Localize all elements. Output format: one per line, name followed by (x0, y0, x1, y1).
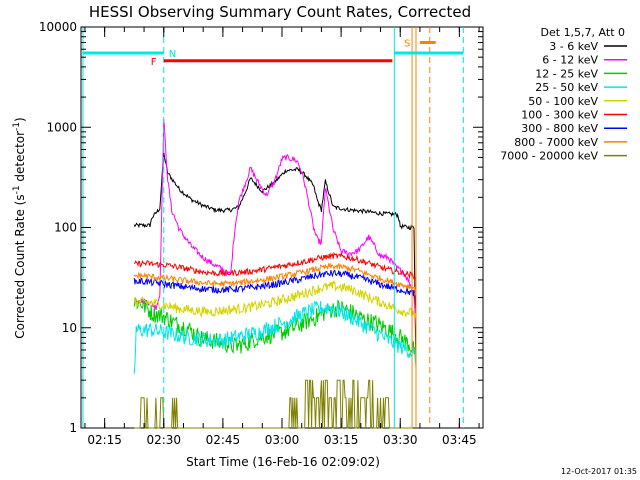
x-tick-label: 02:30 (146, 433, 181, 447)
legend-label: 800 - 7000 keV (514, 136, 598, 149)
series-line (134, 379, 413, 429)
x-tick-label: 03:45 (442, 433, 477, 447)
series-7000-20000-kev (134, 379, 413, 429)
legend-label: 12 - 25 keV (535, 67, 598, 80)
x-tick-label: 03:15 (324, 433, 359, 447)
series-50-100-kev (133, 279, 417, 320)
generation-timestamp: 12-Oct-2017 01:35 (561, 467, 637, 476)
legend-label: 25 - 50 keV (535, 81, 598, 94)
x-tick-label: 03:30 (383, 433, 418, 447)
series-800-7000-kev (133, 262, 417, 296)
y-tick-label: 100 (54, 221, 77, 235)
legend-label: 6 - 12 keV (542, 54, 598, 67)
y-tick-label: 10000 (39, 20, 77, 34)
series-100-300-kev (133, 251, 417, 282)
series-300-800-kev (133, 269, 417, 298)
x-tick-label: 02:15 (87, 433, 122, 447)
series-line (133, 152, 417, 368)
chart-title: HESSI Observing Summary Count Rates, Cor… (89, 3, 471, 21)
y-axis-label: Corrected Count Rate (s-1 detector-1) (12, 117, 27, 338)
legend-label: 100 - 300 keV (521, 109, 598, 122)
series-line (133, 301, 417, 374)
x-tick-label: 02:45 (206, 433, 241, 447)
y-tick-label: 10 (62, 321, 77, 335)
legend-label: 50 - 100 keV (528, 95, 598, 108)
legend-label: 300 - 800 keV (521, 122, 598, 135)
series-line (133, 279, 417, 320)
saa-label: S (404, 39, 410, 50)
x-axis-label: Start Time (16-Feb-16 02:09:02) (186, 455, 380, 469)
legend-label: 7000 - 20000 keV (500, 150, 598, 163)
series-line (133, 262, 417, 296)
y-tick-label: 1 (69, 421, 77, 435)
series-25-50-kev (133, 301, 417, 374)
series-line (133, 251, 417, 282)
series-line (134, 119, 417, 328)
legend-header: Det 1,5,7, Att 0 (541, 26, 625, 39)
series-3-6-kev (133, 152, 417, 368)
plot-frame (80, 26, 484, 429)
series-line (133, 269, 417, 298)
x-tick-label: 03:00 (265, 433, 300, 447)
plot-area: N F S 1 10 100 1000 10000 02:15 02:30 02:45 03:00 0… (39, 20, 484, 447)
legend-label: 3 - 6 keV (549, 40, 598, 53)
y-tick-label: 1000 (46, 120, 77, 134)
flare-label: F (151, 57, 157, 68)
series-6-12-kev (134, 119, 417, 328)
night-label: N (169, 49, 176, 60)
